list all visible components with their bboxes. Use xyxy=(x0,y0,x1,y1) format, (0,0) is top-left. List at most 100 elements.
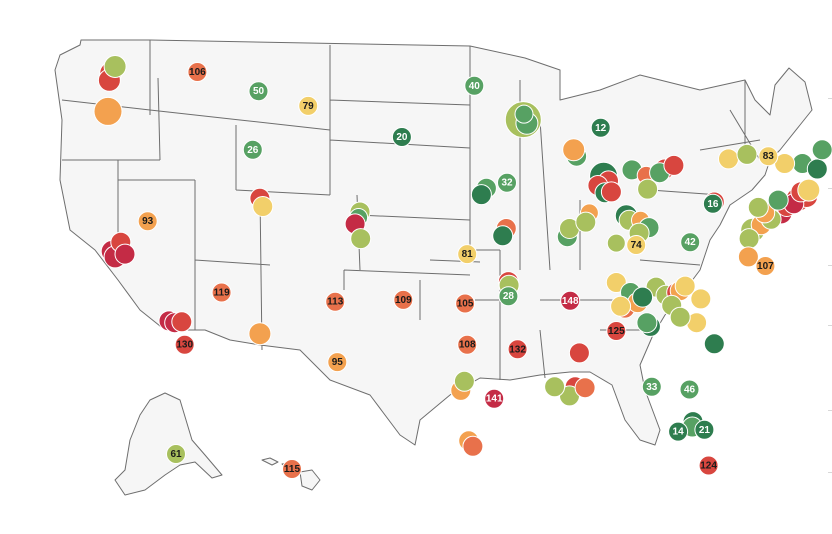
city-marker[interactable]: 21 xyxy=(694,419,715,440)
city-dot[interactable] xyxy=(747,196,769,218)
marker-circle xyxy=(174,334,195,355)
city-dot[interactable] xyxy=(767,189,789,211)
city-dot[interactable] xyxy=(811,139,832,161)
marker-circle xyxy=(703,333,725,355)
marker-circle xyxy=(606,321,627,341)
city-dot[interactable] xyxy=(797,178,821,202)
city-dot[interactable] xyxy=(600,181,622,203)
marker-circle xyxy=(698,455,719,476)
city-dot[interactable] xyxy=(736,143,758,165)
city-marker[interactable]: 130 xyxy=(174,334,195,355)
city-marker[interactable]: 113 xyxy=(325,291,346,312)
city-marker[interactable]: 132 xyxy=(507,339,528,360)
city-dot[interactable] xyxy=(568,342,590,364)
city-dot[interactable] xyxy=(470,184,492,206)
city-dot[interactable] xyxy=(252,196,274,217)
city-dot[interactable] xyxy=(492,225,514,247)
city-dot[interactable] xyxy=(103,55,127,78)
city-marker[interactable]: 61 xyxy=(166,444,186,464)
city-marker[interactable]: 93 xyxy=(137,211,158,232)
city-marker[interactable]: 26 xyxy=(242,139,263,160)
city-dot[interactable] xyxy=(544,376,566,398)
city-dot[interactable] xyxy=(462,435,484,457)
city-marker[interactable]: 109 xyxy=(393,289,414,310)
city-marker[interactable]: 81 xyxy=(457,244,478,265)
marker-label: 42 xyxy=(685,237,697,248)
city-marker[interactable]: 106 xyxy=(187,62,208,82)
city-marker[interactable]: 74 xyxy=(626,235,647,255)
city-dot[interactable] xyxy=(114,243,136,265)
marker-circle xyxy=(641,376,662,397)
city-marker[interactable]: 16 xyxy=(702,193,723,214)
marker-circle xyxy=(462,435,484,457)
city-dot[interactable] xyxy=(171,311,193,333)
lower-48-states xyxy=(54,39,813,446)
marker-label: 119 xyxy=(214,288,231,299)
city-dot[interactable] xyxy=(663,154,685,176)
city-marker[interactable]: 124 xyxy=(698,455,719,476)
city-dot[interactable] xyxy=(737,246,759,268)
city-marker[interactable]: 108 xyxy=(457,334,478,355)
city-marker[interactable]: 33 xyxy=(641,376,662,397)
marker-circle xyxy=(498,286,519,307)
city-dot[interactable] xyxy=(718,148,739,170)
marker-circle xyxy=(298,95,319,116)
marker-label: 61 xyxy=(170,449,182,460)
city-dot[interactable] xyxy=(738,228,760,250)
city-dot[interactable] xyxy=(453,370,475,392)
city-dot[interactable] xyxy=(93,96,123,126)
city-marker[interactable]: 141 xyxy=(484,388,505,409)
marker-label: 107 xyxy=(757,261,774,272)
marker-circle xyxy=(137,211,158,232)
city-marker[interactable]: 32 xyxy=(497,172,517,193)
city-marker[interactable]: 107 xyxy=(755,256,776,276)
city-marker[interactable]: 12 xyxy=(590,117,611,138)
marker-circle xyxy=(325,291,346,312)
city-marker[interactable]: 79 xyxy=(298,95,319,116)
marker-circle xyxy=(767,189,789,211)
marker-circle xyxy=(737,246,759,268)
marker-circle xyxy=(562,138,586,162)
city-dot[interactable] xyxy=(350,228,372,250)
city-marker[interactable]: 20 xyxy=(391,127,412,147)
city-dot[interactable] xyxy=(610,295,632,317)
city-dot[interactable] xyxy=(606,233,626,253)
marker-circle xyxy=(690,288,712,310)
city-dot[interactable] xyxy=(637,178,659,200)
city-dot[interactable] xyxy=(703,333,725,355)
city-marker[interactable]: 46 xyxy=(679,379,700,400)
city-dot[interactable] xyxy=(806,158,828,180)
city-dot[interactable] xyxy=(632,286,654,308)
city-marker[interactable]: 50 xyxy=(248,81,269,102)
city-marker[interactable]: 95 xyxy=(327,352,348,373)
marker-circle xyxy=(484,388,505,409)
city-dot[interactable] xyxy=(562,138,586,162)
marker-circle xyxy=(747,196,769,218)
city-marker[interactable]: 148 xyxy=(560,290,581,311)
scroll-edge-ticks xyxy=(828,0,832,534)
marker-label: 40 xyxy=(469,81,481,92)
city-dot[interactable] xyxy=(669,306,691,328)
city-dot[interactable] xyxy=(690,288,712,310)
city-dot[interactable] xyxy=(574,377,596,399)
marker-circle xyxy=(248,81,269,102)
city-marker[interactable]: 105 xyxy=(455,293,476,314)
city-marker[interactable]: 115 xyxy=(282,459,302,479)
city-marker[interactable]: 14 xyxy=(668,421,689,442)
city-dot[interactable] xyxy=(575,211,597,233)
city-marker[interactable]: 125 xyxy=(606,321,627,341)
city-dot[interactable] xyxy=(674,275,696,297)
marker-label: 12 xyxy=(595,123,607,134)
marker-circle xyxy=(669,306,691,328)
city-dot[interactable] xyxy=(636,312,658,334)
city-marker[interactable]: 42 xyxy=(680,232,701,253)
city-marker[interactable]: 119 xyxy=(211,282,232,303)
marker-circle xyxy=(694,419,715,440)
city-marker[interactable]: 28 xyxy=(498,286,519,307)
city-marker[interactable]: 83 xyxy=(758,146,779,167)
city-dot[interactable] xyxy=(514,104,534,124)
city-dot[interactable] xyxy=(248,322,272,346)
marker-circle xyxy=(674,275,696,297)
city-marker[interactable]: 40 xyxy=(464,75,485,96)
